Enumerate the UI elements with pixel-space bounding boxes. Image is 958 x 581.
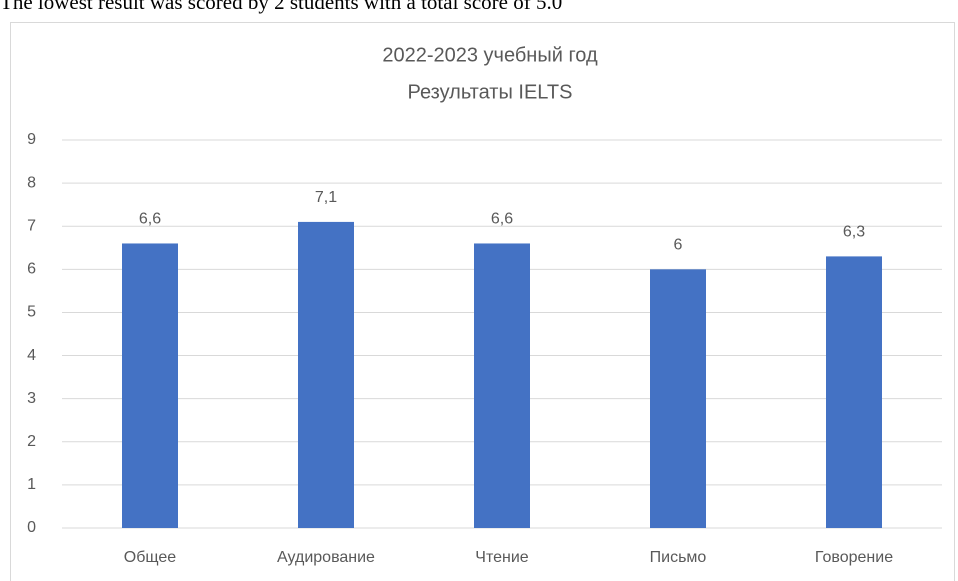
x-tick-label: Общее bbox=[124, 549, 176, 566]
y-tick-label: 9 bbox=[27, 131, 36, 148]
y-tick-label: 1 bbox=[27, 476, 36, 493]
y-tick-label: 5 bbox=[27, 304, 36, 321]
bar bbox=[826, 256, 882, 528]
y-tick-label: 0 bbox=[27, 519, 36, 536]
x-tick-label: Аудирование bbox=[277, 549, 375, 566]
bar bbox=[650, 269, 706, 528]
chart-subtitle: Результаты IELTS bbox=[408, 81, 573, 103]
chart-title: 2022-2023 учебный год bbox=[382, 44, 598, 66]
bar bbox=[298, 221, 354, 528]
data-label: 6,6 bbox=[139, 211, 161, 228]
data-label: 6,3 bbox=[843, 224, 865, 241]
bar bbox=[474, 243, 530, 528]
y-tick-label: 6 bbox=[27, 261, 36, 278]
y-tick-label: 8 bbox=[27, 174, 36, 191]
y-tick-label: 7 bbox=[27, 217, 36, 234]
data-label: 7,1 bbox=[315, 189, 337, 206]
y-tick-label: 3 bbox=[27, 390, 36, 407]
document-text: The lowest result was scored by 2 studen… bbox=[0, 0, 562, 14]
y-tick-label: 2 bbox=[27, 433, 36, 450]
x-tick-label: Чтение bbox=[475, 549, 528, 566]
x-tick-label: Письмо bbox=[650, 549, 707, 566]
bar bbox=[122, 243, 178, 528]
data-label: 6,6 bbox=[491, 211, 513, 228]
x-tick-label: Говорение bbox=[815, 549, 893, 566]
data-label: 6 bbox=[674, 237, 683, 254]
y-tick-label: 4 bbox=[27, 347, 36, 364]
